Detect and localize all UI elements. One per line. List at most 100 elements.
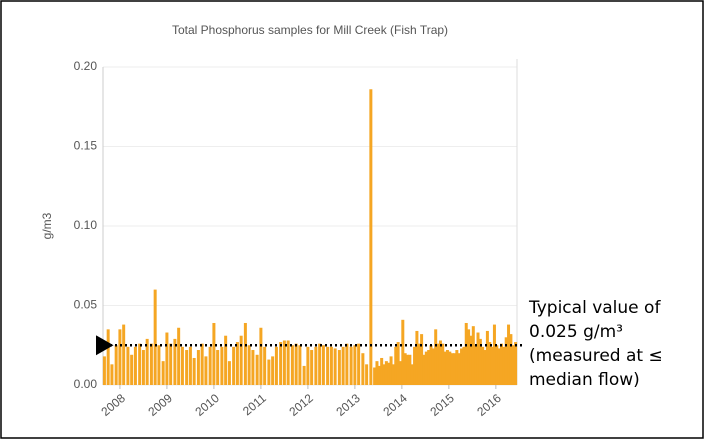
bar <box>401 319 405 385</box>
bar <box>408 354 412 385</box>
bar <box>511 345 515 385</box>
bar <box>349 346 353 385</box>
bar <box>490 346 494 385</box>
bar <box>460 348 464 385</box>
bar <box>488 342 492 385</box>
bar <box>483 350 487 385</box>
bar <box>455 350 459 385</box>
bar <box>185 350 189 385</box>
bar <box>196 350 200 385</box>
y-tick-label: 0.20 <box>74 59 98 73</box>
bar <box>509 334 513 385</box>
bar <box>165 332 169 385</box>
bar <box>429 345 433 385</box>
bar <box>471 326 475 385</box>
bar <box>345 343 349 385</box>
bar <box>204 356 208 385</box>
bar <box>373 367 377 385</box>
annotation: (measured at ≤ <box>529 346 663 366</box>
bar <box>239 335 243 385</box>
bar <box>427 350 431 385</box>
bar <box>302 365 306 385</box>
bar <box>153 289 157 385</box>
annotation: 0.025 g/m³ <box>529 322 623 342</box>
bar <box>149 343 153 385</box>
bar <box>286 340 290 385</box>
bar <box>329 346 333 385</box>
bar <box>387 362 391 385</box>
y-axis-label: g/m3 <box>40 212 54 239</box>
bar <box>255 354 259 385</box>
bar <box>267 359 271 385</box>
bar <box>212 322 216 385</box>
bar <box>133 346 137 385</box>
bar <box>476 332 480 385</box>
bar <box>279 342 283 385</box>
y-tick-label: 0.15 <box>74 139 98 153</box>
bar <box>382 364 386 385</box>
bar <box>369 89 373 385</box>
bar <box>453 353 457 385</box>
bar <box>413 346 417 385</box>
bar <box>130 354 134 385</box>
bar <box>415 330 419 385</box>
bar <box>396 342 400 385</box>
bar <box>310 350 314 385</box>
annotation: median flow) <box>529 370 640 390</box>
bar <box>227 361 231 385</box>
bar <box>110 364 114 385</box>
bar <box>424 351 428 385</box>
bar <box>353 345 357 385</box>
bar <box>200 343 204 385</box>
bar <box>247 345 251 385</box>
bar <box>177 327 181 385</box>
bar <box>294 343 298 385</box>
bar <box>357 343 361 385</box>
bar <box>436 343 440 385</box>
bar <box>220 346 224 385</box>
bar <box>406 354 410 385</box>
bar <box>431 348 435 385</box>
bar <box>118 329 122 385</box>
bar <box>333 348 337 385</box>
bar <box>507 324 511 385</box>
bar <box>290 345 294 385</box>
bar <box>375 361 379 385</box>
bar <box>282 340 286 385</box>
bar <box>462 346 466 385</box>
bar <box>499 343 503 385</box>
bar <box>478 338 482 385</box>
y-tick-label: 0.05 <box>74 298 98 312</box>
bar <box>306 346 310 385</box>
bar <box>410 364 414 385</box>
bar <box>122 324 126 385</box>
bar <box>377 365 381 385</box>
bar <box>417 343 421 385</box>
bar <box>337 350 341 385</box>
y-tick-label: 0.00 <box>74 377 98 391</box>
bar <box>321 345 325 385</box>
bar <box>391 364 395 385</box>
bar <box>448 351 452 385</box>
bar <box>398 361 402 385</box>
bar <box>157 345 161 385</box>
bar <box>467 329 471 385</box>
bar <box>173 338 177 385</box>
annotation: Typical value of <box>528 298 661 318</box>
bar <box>141 350 145 385</box>
bar <box>380 357 384 385</box>
bar <box>492 324 496 385</box>
bar <box>514 342 518 385</box>
bar <box>102 356 106 385</box>
bar <box>192 357 196 385</box>
bar <box>420 334 424 385</box>
bar <box>126 346 130 385</box>
bar <box>450 353 454 385</box>
bar <box>485 330 489 385</box>
bar <box>263 346 267 385</box>
bar <box>441 343 445 385</box>
bar <box>326 346 330 385</box>
chart-title: Total Phosphorus samples for Mill Creek … <box>172 23 448 37</box>
bar <box>169 343 173 385</box>
bar <box>341 346 345 385</box>
